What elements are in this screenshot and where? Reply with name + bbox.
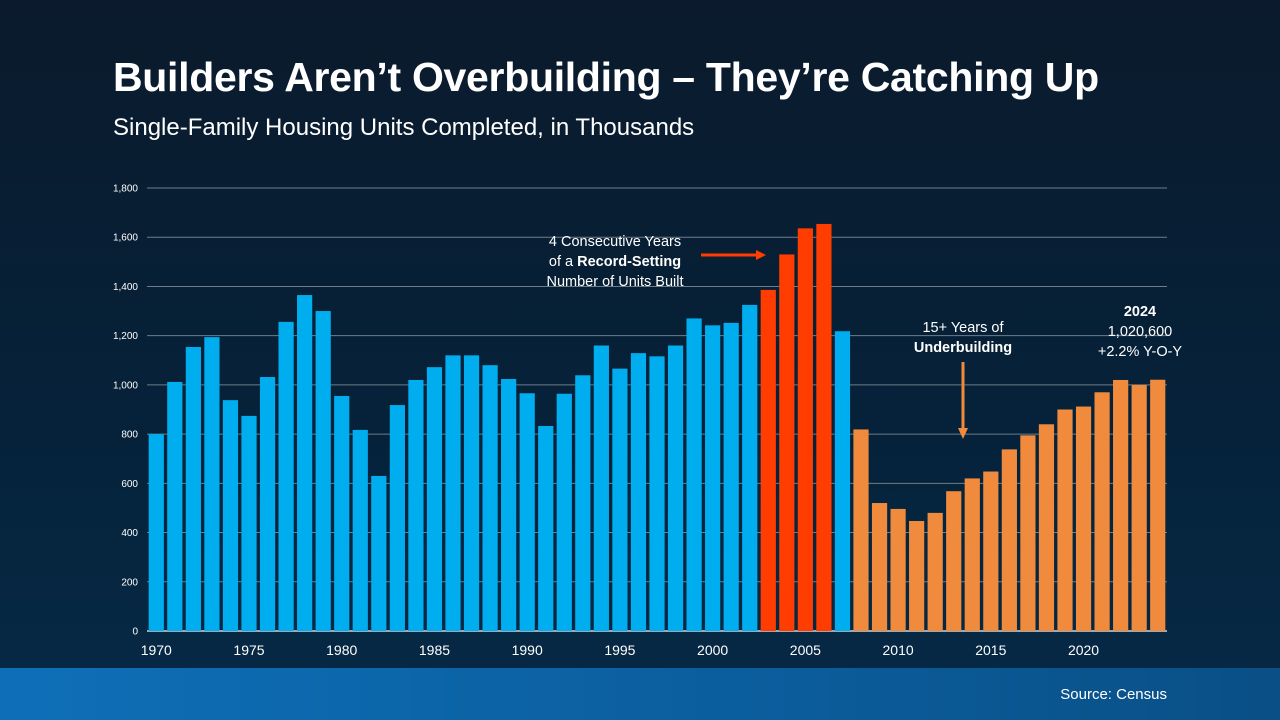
bar-2016 <box>1001 449 1017 631</box>
bar-2007 <box>834 331 851 631</box>
bar-2015 <box>983 471 999 631</box>
bar-2020 <box>1075 406 1092 631</box>
bar-1976 <box>259 377 276 631</box>
bar-2004 <box>779 254 795 631</box>
footer-band <box>0 668 1280 720</box>
latest-annotation: 2024 1,020,600 +2.2% Y-O-Y <box>1085 302 1195 362</box>
bar-2022 <box>1113 379 1129 631</box>
bar-1987 <box>463 355 480 631</box>
underbuilding-arrow-head <box>958 428 968 439</box>
bar-2008 <box>853 429 869 631</box>
bar-1993 <box>575 375 591 631</box>
y-tick-label: 1,000 <box>113 380 138 391</box>
bar-2005 <box>797 228 813 631</box>
y-tick-label: 600 <box>121 479 138 490</box>
page-subtitle: Single-Family Housing Units Completed, i… <box>113 114 695 141</box>
x-tick-label: 1985 <box>419 642 450 658</box>
bar-1990 <box>519 393 535 631</box>
bar-2018 <box>1038 424 1055 631</box>
x-tick-label: 1970 <box>141 642 172 658</box>
bar-2017 <box>1020 435 1036 631</box>
bar-1980 <box>334 395 350 631</box>
bar-1982 <box>371 475 387 631</box>
bar-2003 <box>760 289 776 631</box>
x-tick-label: 1990 <box>512 642 543 658</box>
bar-2019 <box>1057 409 1073 631</box>
y-tick-label: 800 <box>121 430 138 441</box>
bar-1998 <box>667 345 684 631</box>
y-tick-label: 1,800 <box>113 184 138 195</box>
bar-1995 <box>612 368 628 631</box>
x-tick-label: 1975 <box>233 642 264 658</box>
bar-1970 <box>148 434 164 631</box>
bar-2006 <box>816 223 832 631</box>
annotation-bold: Record-Setting <box>577 254 682 270</box>
bar-2023 <box>1131 384 1147 631</box>
bar-2010 <box>890 508 906 631</box>
bar-1992 <box>556 393 572 631</box>
bar-1994 <box>593 345 609 631</box>
annotation-value: 1,020,600 <box>1107 324 1173 340</box>
bar-1972 <box>185 346 201 631</box>
annotation-bold: Underbuilding <box>913 340 1013 356</box>
bar-1985 <box>426 367 443 631</box>
bar-1986 <box>445 355 461 631</box>
x-tick-label: 2005 <box>790 642 821 658</box>
underbuilding-annotation: 15+ Years of Underbuilding <box>893 318 1033 358</box>
bar-2002 <box>742 304 758 631</box>
annotation-change: +2.2% Y-O-Y <box>1097 344 1183 360</box>
bar-1974 <box>222 400 239 631</box>
bar-2014 <box>964 478 980 631</box>
bar-1997 <box>649 356 665 631</box>
y-tick-label: 1,400 <box>113 282 138 293</box>
record-arrow-head <box>756 250 766 260</box>
x-tick-label: 1980 <box>326 642 357 658</box>
bar-1981 <box>352 429 368 631</box>
bar-1996 <box>630 353 647 631</box>
bar-1977 <box>278 321 294 631</box>
x-tick-label: 2010 <box>883 642 914 658</box>
bar-2009 <box>871 503 888 631</box>
x-tick-label: 2000 <box>697 642 728 658</box>
bar-1978 <box>297 295 313 631</box>
bar-2021 <box>1094 392 1110 631</box>
x-tick-label: 1995 <box>604 642 635 658</box>
bar-1979 <box>315 311 331 631</box>
bar-1991 <box>538 425 554 631</box>
bar-2013 <box>946 491 962 631</box>
y-tick-label: 200 <box>121 577 138 588</box>
y-tick-label: 1,600 <box>113 233 138 244</box>
bar-1988 <box>482 365 498 631</box>
bar-1999 <box>686 318 702 631</box>
annotation-line: 15+ Years of <box>922 320 1004 336</box>
bar-1989 <box>501 378 517 631</box>
annotation-year: 2024 <box>1123 304 1157 320</box>
annotation-line: Number of Units Built <box>546 274 684 290</box>
page-title: Builders Aren’t Overbuilding – They’re C… <box>113 54 1099 100</box>
x-tick-label: 2015 <box>975 642 1006 658</box>
bar-2001 <box>723 322 739 631</box>
bar-1973 <box>204 337 220 631</box>
bar-1975 <box>241 415 257 631</box>
bar-2011 <box>909 520 925 631</box>
annotation-line: 4 Consecutive Years <box>548 234 682 250</box>
bar-2000 <box>705 325 721 631</box>
bar-1971 <box>167 381 183 631</box>
bar-2024 <box>1150 379 1166 631</box>
annotation-text: of a <box>548 254 578 270</box>
y-tick-label: 0 <box>132 627 138 638</box>
bar-2012 <box>927 512 943 631</box>
annotation-line: of a Record-Setting <box>535 252 695 272</box>
y-tick-label: 400 <box>121 528 138 539</box>
x-tick-label: 2020 <box>1068 642 1099 658</box>
y-tick-label: 1,200 <box>113 331 138 342</box>
bar-1983 <box>389 405 405 631</box>
source-label: Source: Census <box>1060 686 1167 703</box>
record-annotation: 4 Consecutive Years of a Record-Setting … <box>535 232 695 292</box>
bar-1984 <box>408 379 424 631</box>
